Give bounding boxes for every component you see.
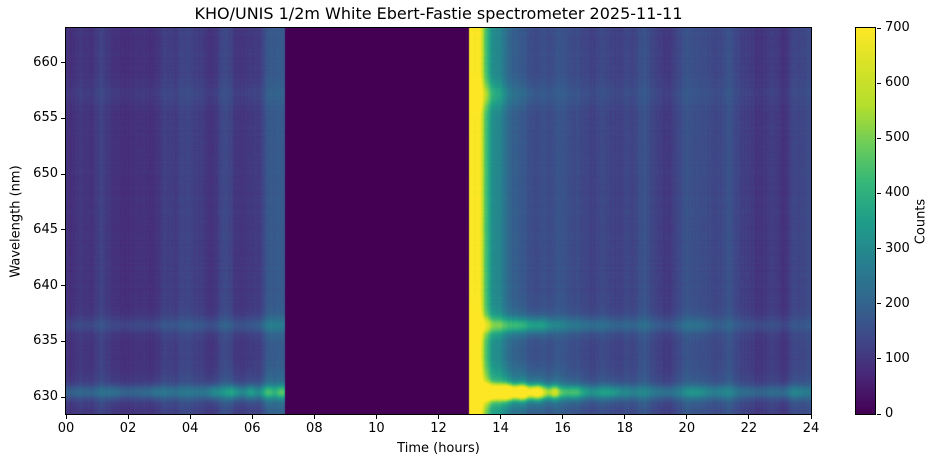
x-tick-00 (65, 415, 67, 419)
colorbar-tick-label-200: 200 (885, 295, 910, 311)
x-tick-label-08: 08 (306, 421, 323, 436)
y-tick-630 (61, 396, 65, 398)
y-tick-635 (61, 340, 65, 342)
colorbar (855, 27, 876, 415)
x-axis-label: Time (hours) (397, 441, 480, 456)
x-tick-label-06: 06 (243, 421, 261, 436)
colorbar-tick-label-100: 100 (885, 350, 910, 366)
x-tick-02 (127, 415, 129, 419)
y-tick-label-640: 640 (33, 277, 58, 293)
colorbar-tick-700 (877, 27, 881, 29)
colorbar-canvas (856, 28, 875, 414)
x-tick-label-12: 12 (430, 421, 447, 436)
x-tick-22 (748, 415, 750, 419)
colorbar-tick-500 (877, 137, 881, 139)
x-tick-10 (375, 415, 377, 419)
colorbar-label: Counts (913, 198, 929, 245)
colorbar-tick-label-500: 500 (885, 130, 910, 146)
x-tick-label-14: 14 (492, 421, 509, 436)
y-tick-label-650: 650 (33, 166, 58, 182)
colorbar-tick-label-600: 600 (885, 75, 910, 91)
y-tick-655 (61, 117, 65, 119)
x-tick-label-00: 00 (57, 421, 75, 436)
x-tick-label-22: 22 (740, 421, 758, 436)
colorbar-tick-600 (877, 82, 881, 84)
x-tick-18 (624, 415, 626, 419)
y-tick-label-660: 660 (33, 54, 58, 70)
x-tick-label-24: 24 (802, 421, 820, 436)
colorbar-tick-200 (877, 303, 881, 305)
x-tick-08 (313, 415, 315, 419)
x-tick-label-10: 10 (368, 421, 385, 436)
colorbar-tick-label-300: 300 (885, 240, 910, 256)
y-tick-label-635: 635 (33, 333, 58, 349)
x-tick-14 (500, 415, 502, 419)
x-tick-label-18: 18 (616, 421, 634, 436)
y-tick-660 (61, 62, 65, 64)
x-tick-12 (438, 415, 439, 419)
y-tick-650 (61, 173, 65, 175)
x-tick-20 (686, 415, 688, 419)
y-tick-645 (61, 229, 65, 231)
colorbar-tick-label-700: 700 (885, 20, 910, 35)
chart-title: KHO/UNIS 1/2m White Ebert-Fastie spectro… (194, 4, 683, 23)
colorbar-tick-300 (877, 248, 881, 250)
x-tick-04 (189, 415, 191, 419)
x-tick-label-20: 20 (678, 421, 696, 436)
x-tick-24 (810, 415, 812, 419)
colorbar-tick-label-400: 400 (885, 185, 910, 201)
x-tick-label-04: 04 (181, 421, 199, 436)
y-tick-label-655: 655 (33, 110, 58, 126)
heatmap-canvas (66, 28, 811, 414)
x-tick-label-16: 16 (554, 421, 571, 436)
y-tick-label-630: 630 (33, 389, 58, 405)
colorbar-tick-0 (877, 413, 881, 415)
colorbar-tick-400 (877, 192, 881, 194)
y-tick-640 (61, 285, 65, 287)
x-tick-06 (251, 415, 253, 419)
heatmap-plot-area (65, 27, 812, 415)
colorbar-tick-label-0: 0 (885, 406, 894, 421)
x-tick-label-02: 02 (119, 421, 137, 436)
y-tick-label-645: 645 (33, 221, 58, 237)
colorbar-tick-100 (877, 358, 881, 360)
x-tick-16 (562, 415, 564, 419)
